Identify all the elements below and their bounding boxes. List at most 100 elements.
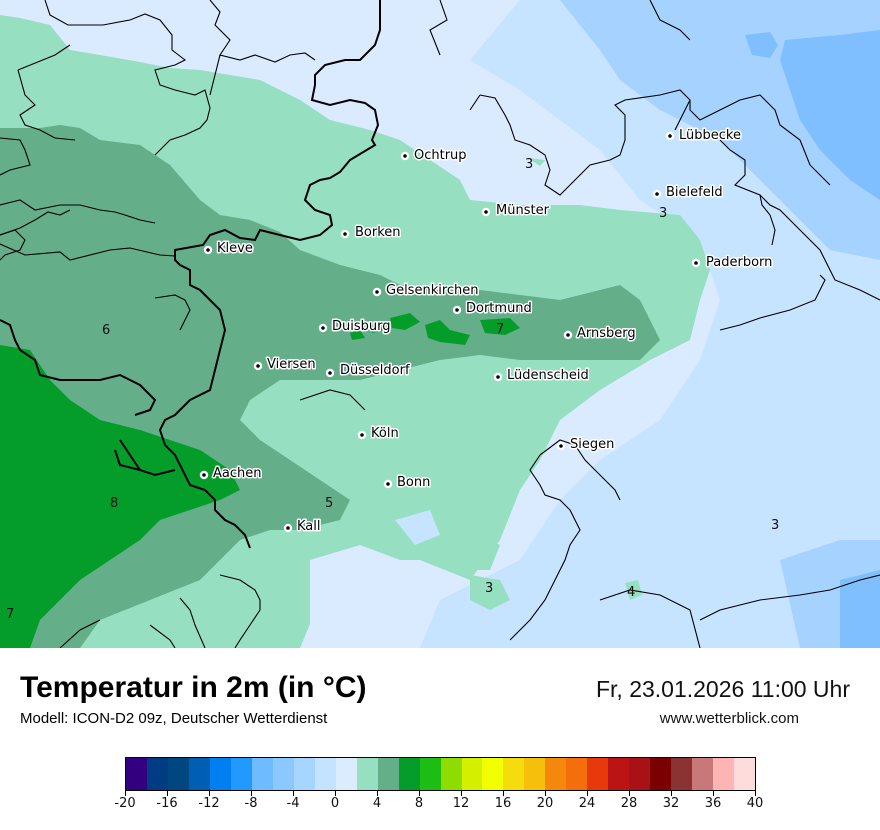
colorbar-tick-label: 28 <box>620 796 638 811</box>
contour-label: 3 <box>525 157 533 172</box>
colorbar-segment <box>524 758 546 790</box>
colorbar-segment <box>356 758 378 790</box>
district-borders <box>0 0 880 648</box>
city-gelsenkirchen[interactable]: Gelsenkirchen <box>372 282 480 300</box>
contour-label: 3 <box>771 518 779 533</box>
state-borders <box>0 0 381 549</box>
colorbar-segment <box>734 758 756 790</box>
city-label: Aachen <box>213 466 261 481</box>
colorbar-segment <box>398 758 420 790</box>
city-kleve[interactable]: Kleve <box>203 240 254 258</box>
city-dortmund[interactable]: Dortmund <box>452 300 533 318</box>
city-luebbecke[interactable]: Lübbecke <box>665 127 742 145</box>
colorbar-segment <box>461 758 483 790</box>
colorbar-tick <box>587 791 588 796</box>
city-label: Köln <box>371 426 399 441</box>
colorbar-segment <box>167 758 189 790</box>
city-label: Duisburg <box>332 319 391 334</box>
city-kall[interactable]: Kall <box>283 518 322 536</box>
city-siegen[interactable]: Siegen <box>556 436 616 454</box>
city-label: Paderborn <box>706 255 772 270</box>
colorbar-tick <box>335 791 336 796</box>
city-label: Ochtrup <box>414 148 467 163</box>
contour-label: 5 <box>325 496 333 511</box>
city-label: Arnsberg <box>577 326 636 341</box>
colorbar-tick <box>251 791 252 796</box>
city-label: Bonn <box>397 475 430 490</box>
city-viersen[interactable]: Viersen <box>253 356 317 374</box>
colorbar-tick <box>629 791 630 796</box>
colorbar-tick <box>713 791 714 796</box>
colorbar-segment <box>272 758 294 790</box>
colorbar-segment <box>230 758 252 790</box>
contour-label: 4 <box>627 585 635 600</box>
city-duesseldorf[interactable]: Düsseldorf <box>325 362 411 380</box>
city-aachen[interactable]: Aachen <box>199 465 263 483</box>
colorbar-segment <box>482 758 504 790</box>
colorbar-segment <box>713 758 735 790</box>
city-muenster[interactable]: Münster <box>481 202 551 220</box>
city-label: Bielefeld <box>666 185 723 200</box>
city-borken[interactable]: Borken <box>340 224 402 242</box>
contour-label: 3 <box>659 206 667 221</box>
colorbar-segment <box>293 758 315 790</box>
colorbar-segment <box>545 758 567 790</box>
colorbar-segment <box>671 758 693 790</box>
colorbar-tick-label: 16 <box>494 796 512 811</box>
colorbar-tick <box>545 791 546 796</box>
city-markers: Ochtrup Lübbecke Bielefeld Münster Borke… <box>199 127 774 536</box>
city-label: Münster <box>496 203 550 218</box>
contour-label: 8 <box>110 496 118 511</box>
city-label: Kall <box>297 519 321 534</box>
website-link[interactable]: www.wetterblick.com <box>659 710 799 727</box>
colorbar-segment <box>608 758 630 790</box>
colorbar-tick-label: 36 <box>704 796 722 811</box>
colorbar-tick <box>167 791 168 796</box>
colorbar-segment <box>629 758 651 790</box>
city-label: Düsseldorf <box>340 363 410 378</box>
map-canvas: 3 3 6 7 8 5 3 4 3 7 Ochtrup Lübbecke Bie… <box>0 0 880 648</box>
city-luedenscheid[interactable]: Lüdenscheid <box>493 367 590 385</box>
colorbar-segment <box>209 758 231 790</box>
colorbar-tick-label: -20 <box>114 796 136 811</box>
colorbar-segment <box>692 758 714 790</box>
city-bielefeld[interactable]: Bielefeld <box>652 184 724 202</box>
city-label: Lüdenscheid <box>507 368 589 383</box>
colorbar-tick-label: 12 <box>452 796 470 811</box>
colorbar-tick <box>671 791 672 796</box>
city-paderborn[interactable]: Paderborn <box>691 254 774 272</box>
city-label: Lübbecke <box>679 128 741 143</box>
city-koeln[interactable]: Köln <box>357 425 400 443</box>
colorbar-tick-label: -8 <box>244 796 258 811</box>
contour-label: 6 <box>102 323 110 338</box>
colorbar-segment <box>440 758 462 790</box>
colorbar-tick-label: -16 <box>156 796 178 811</box>
city-label: Siegen <box>570 437 614 452</box>
colorbar-tick <box>461 791 462 796</box>
colorbar-tick-label: 20 <box>536 796 554 811</box>
city-bonn[interactable]: Bonn <box>383 474 432 492</box>
city-arnsberg[interactable]: Arnsberg <box>563 325 637 343</box>
colorbar-tick <box>377 791 378 796</box>
colorbar-tick-label: 32 <box>662 796 680 811</box>
colorbar-segment <box>188 758 210 790</box>
colorbar-tick <box>755 791 756 796</box>
colorbar-segment <box>650 758 672 790</box>
colorbar-tick-label: 4 <box>372 796 382 811</box>
contour-labels: 3 3 6 7 8 5 3 4 3 7 <box>6 157 779 622</box>
model-source: Modell: ICON-D2 09z, Deutscher Wetterdie… <box>20 710 328 727</box>
colorbar-segment <box>251 758 273 790</box>
colorbar-tick <box>209 791 210 796</box>
colorbar-segment <box>314 758 336 790</box>
city-label: Borken <box>355 225 401 240</box>
temperature-colorbar <box>125 757 756 791</box>
colorbar-tick-label: 8 <box>414 796 424 811</box>
colorbar-tick-label: 0 <box>330 796 340 811</box>
colorbar-tick-label: 40 <box>746 796 764 811</box>
colorbar-tick-label: -4 <box>286 796 300 811</box>
colorbar-segment <box>126 758 147 790</box>
city-duisburg[interactable]: Duisburg <box>318 318 392 336</box>
colorbar-tick-label: -12 <box>198 796 220 811</box>
city-ochtrup[interactable]: Ochtrup <box>400 147 468 165</box>
city-label: Viersen <box>267 357 316 372</box>
